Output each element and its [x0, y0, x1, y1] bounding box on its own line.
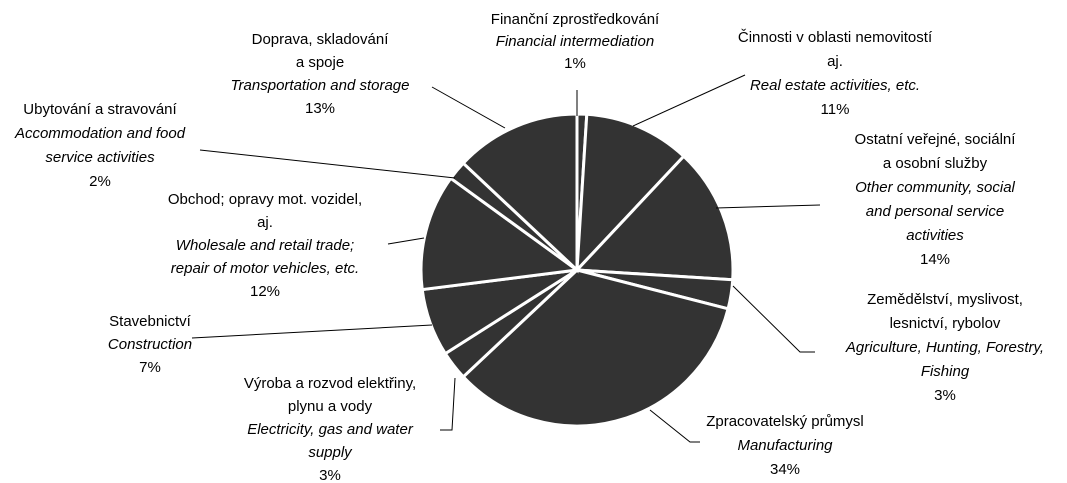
slice-label-cs: aj.	[257, 214, 273, 231]
slice-label-en: Manufacturing	[737, 437, 833, 454]
value-label: 34%	[770, 461, 800, 478]
slice-label-en: Accommodation and food	[14, 125, 186, 142]
slice-label-cs: aj.	[827, 53, 843, 70]
slice-label-cs: Ostatní veřejné, sociální	[855, 131, 1017, 148]
leader-line	[199, 149, 456, 179]
slice-label-cs: a osobní služby	[883, 155, 988, 172]
slice-label-en: Other community, social	[855, 179, 1015, 196]
value-label: 11%	[821, 101, 850, 118]
leader-line	[440, 377, 456, 431]
leader-line	[649, 409, 700, 443]
value-label: 7%	[139, 359, 161, 376]
leader-line	[715, 204, 821, 209]
pie-slice	[573, 154, 735, 282]
slice-label-cs: Činnosti v oblasti nemovitostí	[738, 29, 933, 46]
slice-label-en: Agriculture, Hunting, Forestry,	[845, 339, 1044, 356]
slice-label-cs: Finanční zprostředkování	[491, 11, 660, 28]
slice-label-en: activities	[906, 227, 964, 244]
slice-label-en: supply	[308, 444, 353, 461]
value-label: 3%	[934, 387, 956, 404]
value-label: 12%	[250, 283, 280, 300]
leader-line	[387, 237, 425, 245]
slice-label-en: Electricity, gas and water	[247, 421, 414, 438]
slice-label-cs: Stavebnictví	[109, 313, 192, 330]
slice-label-en: Real estate activities, etc.	[750, 77, 920, 94]
value-label: 13%	[305, 100, 335, 117]
value-label: 2%	[89, 173, 111, 190]
slice-label-cs: Zpracovatelský průmysl	[706, 413, 864, 430]
slice-label-cs: lesnictví, rybolov	[890, 315, 1001, 332]
slice-label-cs: Obchod; opravy mot. vozidel,	[168, 191, 362, 208]
slice-label-cs: Doprava, skladování	[252, 31, 390, 48]
value-label: 14%	[920, 251, 950, 268]
pie-slice	[461, 268, 730, 428]
slice-label-en: Financial intermediation	[496, 33, 654, 50]
slice-label-cs: plynu a vody	[288, 398, 373, 415]
slice-label-en: Wholesale and retail trade;	[176, 237, 354, 254]
leader-line	[732, 285, 815, 353]
value-label: 3%	[319, 467, 341, 483]
slice-label-en: Construction	[108, 336, 192, 353]
slice-label-cs: Výroba a rozvod elektřiny,	[244, 375, 416, 392]
slice-label-cs: a spoje	[296, 54, 344, 71]
slice-label-en: Transportation and storage	[231, 77, 410, 94]
leader-line	[191, 324, 433, 339]
pie-slice	[575, 112, 686, 275]
value-label: 1%	[564, 55, 586, 72]
leader-line	[632, 74, 746, 127]
slice-label-en: Fishing	[921, 363, 970, 380]
slice-label-cs: Zemědělství, myslivost,	[867, 291, 1023, 308]
leader-line	[431, 86, 506, 129]
slice-label-en: repair of motor vehicles, etc.	[171, 260, 359, 277]
slice-label-cs: Ubytování a stravování	[23, 101, 177, 118]
slice-label-en: and personal service	[866, 203, 1004, 220]
slice-label-en: service activities	[45, 149, 155, 166]
pie-slice	[419, 176, 581, 292]
pie-slice	[461, 112, 579, 274]
